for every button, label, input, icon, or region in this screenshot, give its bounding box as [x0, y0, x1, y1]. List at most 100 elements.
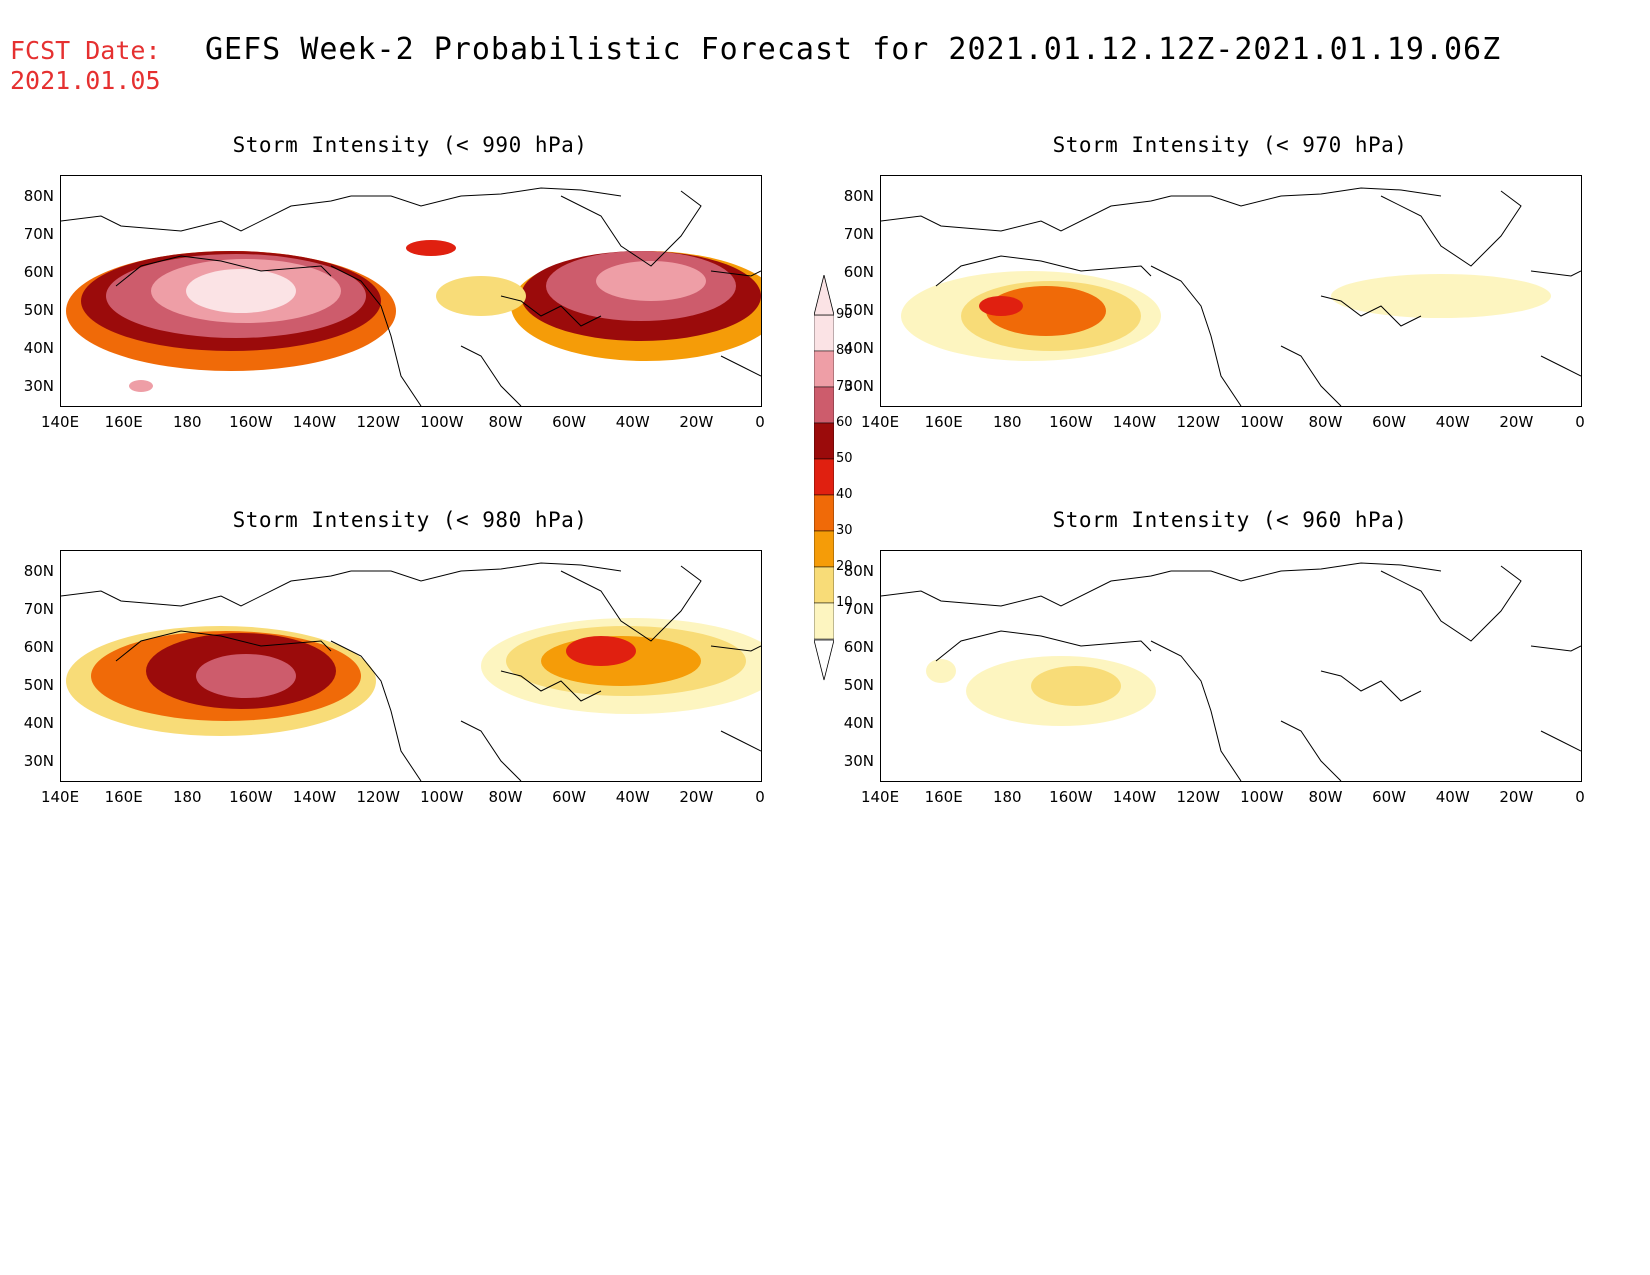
lon-tick-label: 140E	[860, 788, 900, 806]
colorbar-swatch	[813, 530, 835, 568]
colorbar-top-arrow	[813, 274, 835, 316]
lon-tick-label: 180	[992, 788, 1022, 806]
lon-tick-label: 140W	[1112, 788, 1157, 806]
colorbar-graphic	[813, 274, 835, 681]
shaded-probability	[66, 618, 761, 736]
lat-tick-label: 30N	[23, 377, 54, 395]
coastlines	[61, 562, 761, 781]
colorbar-swatch	[813, 494, 835, 532]
colorbar-tick-label: 20	[836, 559, 853, 574]
lat-tick-label: 70N	[23, 225, 54, 243]
lon-tick-label: 20W	[679, 413, 714, 431]
panel-title: Storm Intensity (< 960 hPa)	[1052, 508, 1408, 532]
lat-tick-label: 40N	[23, 339, 54, 357]
coastlines	[881, 562, 1581, 781]
lat-tick-label: 60N	[843, 638, 874, 656]
colorbar-tick-label: 50	[836, 451, 853, 466]
map-area	[880, 550, 1582, 782]
lon-tick-label: 80W	[1308, 788, 1343, 806]
forecast-date: FCST Date: 2021.01.05	[10, 36, 161, 96]
shaded-probability	[926, 656, 1156, 726]
lon-tick-label: 60W	[1372, 788, 1407, 806]
shaded-probability	[901, 271, 1551, 361]
lon-tick-label: 0	[1575, 788, 1585, 806]
lon-tick-label: 100W	[1240, 413, 1284, 431]
lon-tick-label: 100W	[420, 788, 464, 806]
lon-tick-label: 0	[755, 413, 765, 431]
probability-map	[61, 187, 761, 406]
lat-tick-label: 30N	[23, 752, 54, 770]
lon-tick-label: 80W	[488, 788, 523, 806]
lon-tick-label: 180	[172, 788, 202, 806]
lon-tick-label: 120W	[1176, 788, 1220, 806]
coastlines	[881, 187, 1581, 406]
lon-tick-label: 180	[992, 413, 1022, 431]
probability-map	[881, 187, 1581, 406]
lat-tick-label: 80N	[23, 562, 54, 580]
lon-tick-label: 40W	[615, 413, 650, 431]
lon-tick-label: 0	[1575, 413, 1585, 431]
colorbar-swatch	[813, 422, 835, 460]
page-title: GEFS Week-2 Probabilistic Forecast for 2…	[205, 32, 1502, 67]
lat-tick-label: 40N	[843, 714, 874, 732]
lat-tick-label: 50N	[23, 676, 54, 694]
lat-tick-label: 70N	[23, 600, 54, 618]
lat-tick-label: 80N	[843, 187, 874, 205]
lat-tick-label: 30N	[843, 752, 874, 770]
colorbar-tick-label: 70	[836, 379, 853, 394]
lon-tick-label: 100W	[420, 413, 464, 431]
lon-tick-label: 120W	[356, 413, 400, 431]
lat-tick-label: 80N	[23, 187, 54, 205]
panel-960: Storm Intensity (< 960 hPa)	[880, 508, 1582, 782]
lat-tick-label: 40N	[23, 714, 54, 732]
lon-tick-label: 140E	[860, 413, 900, 431]
lon-tick-label: 180	[172, 413, 202, 431]
lon-tick-label: 40W	[1435, 788, 1470, 806]
probability-map	[61, 562, 761, 781]
lat-tick-label: 50N	[23, 301, 54, 319]
shaded-probability	[66, 240, 761, 392]
panel-970: Storm Intensity (< 970 hPa)	[880, 133, 1582, 407]
lon-tick-label: 140W	[292, 788, 337, 806]
lon-tick-label: 140W	[292, 413, 337, 431]
colorbar-swatch	[813, 350, 835, 388]
lat-tick-label: 30N	[843, 377, 874, 395]
lon-tick-label: 140W	[1112, 413, 1157, 431]
probability-map	[881, 562, 1581, 781]
lon-tick-label: 60W	[552, 413, 587, 431]
lon-tick-label: 80W	[1308, 413, 1343, 431]
lat-tick-label: 70N	[843, 225, 874, 243]
lon-tick-label: 160E	[104, 413, 143, 431]
lon-tick-label: 140E	[40, 788, 80, 806]
colorbar-tick-label: 90	[836, 307, 853, 322]
map-area	[60, 175, 762, 407]
panel-title: Storm Intensity (< 970 hPa)	[1052, 133, 1408, 157]
lon-tick-label: 160W	[1049, 413, 1093, 431]
lon-tick-label: 120W	[1176, 413, 1220, 431]
lat-tick-label: 50N	[843, 676, 874, 694]
lon-tick-label: 80W	[488, 413, 523, 431]
colorbar-swatch	[813, 386, 835, 424]
lon-tick-label: 160W	[1049, 788, 1093, 806]
colorbar-tick-label: 80	[836, 343, 853, 358]
colorbar-swatches	[813, 314, 835, 640]
colorbar-swatch	[813, 314, 835, 352]
lat-tick-label: 40N	[843, 339, 874, 357]
colorbar-tick-label: 60	[836, 415, 853, 430]
map-area	[880, 175, 1582, 407]
lon-tick-label: 160W	[229, 788, 273, 806]
lon-tick-label: 140E	[40, 413, 80, 431]
colorbar-swatch	[813, 566, 835, 604]
lat-tick-label: 60N	[23, 638, 54, 656]
coastlines	[61, 187, 761, 406]
lon-tick-label: 20W	[679, 788, 714, 806]
forecast-date-value: 2021.01.05	[10, 66, 161, 95]
lon-tick-label: 40W	[615, 788, 650, 806]
panel-980: Storm Intensity (< 980 hPa)	[60, 508, 762, 782]
colorbar-tick-label: 30	[836, 523, 853, 538]
lon-tick-label: 120W	[356, 788, 400, 806]
colorbar-swatch	[813, 602, 835, 640]
panel-990: Storm Intensity (< 990 hPa)	[60, 133, 762, 407]
lat-tick-label: 60N	[23, 263, 54, 281]
lon-tick-label: 160W	[229, 413, 273, 431]
